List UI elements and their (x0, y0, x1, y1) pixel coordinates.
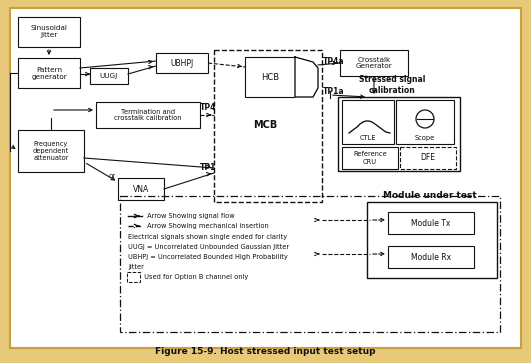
Text: TP1: TP1 (200, 163, 216, 172)
Text: UBHPJ = Uncorrelated Bounded High Probability: UBHPJ = Uncorrelated Bounded High Probab… (128, 254, 288, 260)
Bar (388, 246, 474, 268)
Text: VNA: VNA (133, 184, 149, 193)
Text: Arrow Showing signal flow: Arrow Showing signal flow (145, 213, 235, 219)
Text: Module Tx: Module Tx (412, 219, 451, 228)
Bar (156, 53, 208, 73)
Text: Pattern
generator: Pattern generator (31, 66, 67, 79)
Text: Crosstalk
Generator: Crosstalk Generator (356, 57, 392, 69)
Text: Electrical signals shown single ended for clarity: Electrical signals shown single ended fo… (128, 234, 287, 240)
Text: Stressed signal
calibration: Stressed signal calibration (359, 75, 425, 95)
Bar (118, 178, 164, 200)
Bar (338, 97, 460, 171)
Text: Termination and
crosstalk calibration: Termination and crosstalk calibration (114, 109, 182, 122)
Text: Module under test: Module under test (383, 191, 477, 200)
Text: or: or (108, 173, 116, 179)
Bar (367, 202, 497, 278)
Text: TP4: TP4 (200, 102, 216, 111)
Bar (96, 102, 200, 128)
Polygon shape (295, 57, 318, 97)
Text: DFE: DFE (421, 154, 435, 163)
Bar (90, 68, 128, 84)
Text: CTLE: CTLE (359, 135, 376, 141)
Text: MCB: MCB (253, 120, 277, 130)
Bar (400, 147, 456, 169)
Bar (340, 50, 408, 76)
Bar (18, 58, 80, 88)
Bar (396, 100, 454, 144)
Text: TP4a: TP4a (323, 57, 345, 66)
Text: Jitter: Jitter (128, 264, 144, 270)
Bar (18, 17, 80, 47)
Text: UBHPJ: UBHPJ (170, 58, 194, 68)
Bar (245, 57, 295, 97)
Text: Reference
CRU: Reference CRU (353, 151, 387, 164)
Text: UUGJ: UUGJ (100, 73, 118, 79)
Bar (18, 130, 84, 172)
Bar (127, 272, 140, 282)
Text: HCB: HCB (261, 73, 279, 82)
Text: Scope: Scope (415, 135, 435, 141)
Text: UUGJ = Uncorrelated Unbounded Gaussian Jitter: UUGJ = Uncorrelated Unbounded Gaussian J… (128, 244, 289, 250)
Bar (388, 212, 474, 234)
Text: Used for Option B channel only: Used for Option B channel only (142, 274, 249, 280)
Text: Module Rx: Module Rx (411, 253, 451, 261)
Text: Arrow Showing mechanical insertion: Arrow Showing mechanical insertion (145, 223, 269, 229)
Text: Frequency
dependent
attenuator: Frequency dependent attenuator (33, 141, 69, 161)
Bar (342, 147, 398, 169)
Text: Sinusoidal
Jitter: Sinusoidal Jitter (31, 25, 67, 38)
Bar (214, 50, 322, 202)
Text: TP1a: TP1a (323, 87, 345, 97)
Bar (120, 196, 500, 332)
Text: Figure 15-9. Host stressed input test setup: Figure 15-9. Host stressed input test se… (155, 347, 375, 355)
Bar (342, 100, 394, 144)
